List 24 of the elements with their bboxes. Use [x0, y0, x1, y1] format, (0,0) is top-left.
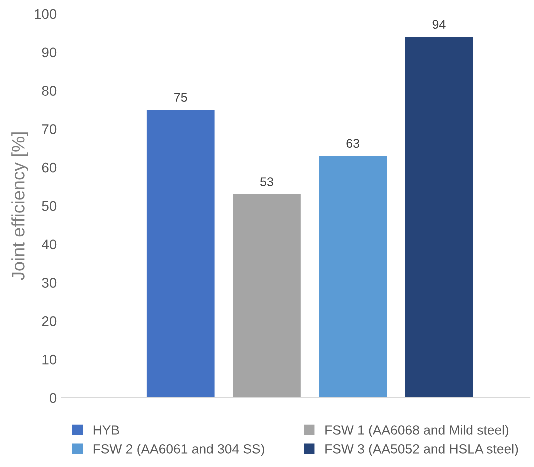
y-tick-label: 0: [50, 393, 57, 404]
legend-label: FSW 3 (AA5052 and HSLA steel): [326, 444, 518, 456]
bar: [146, 110, 215, 398]
y-tick-label: 90: [42, 48, 57, 58]
y-tick-label: 20: [42, 316, 57, 326]
y-tick-label: 50: [42, 201, 57, 212]
data-label: 94: [432, 20, 446, 30]
bar: [319, 156, 388, 398]
y-axis-title: Joint efficiency [%]: [12, 132, 28, 280]
y-tick-label: 10: [42, 354, 57, 365]
legend-label: FSW 2 (AA6061 and 304 SS): [94, 444, 264, 456]
y-tick-label: 30: [42, 278, 57, 288]
legend-label: HYB: [94, 426, 120, 435]
data-label: 53: [260, 178, 274, 186]
bar: [233, 194, 301, 398]
y-tick-label: 80: [42, 86, 57, 96]
y-tick-label: 100: [35, 9, 57, 20]
data-label: 75: [174, 93, 188, 102]
y-tick-label: 40: [42, 240, 57, 250]
y-tick-label: 60: [42, 162, 57, 173]
y-tick-label: 70: [42, 124, 57, 134]
data-label: 63: [346, 139, 360, 148]
bar: [405, 37, 474, 398]
legend-label: FSW 1 (AA6068 and Mild steel): [326, 425, 509, 438]
